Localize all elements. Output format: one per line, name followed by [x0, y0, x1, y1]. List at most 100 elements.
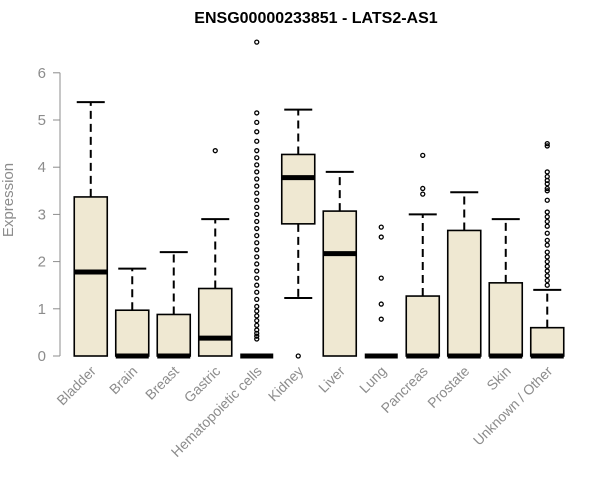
outlier-point — [295, 353, 301, 359]
outlier-point — [544, 254, 550, 260]
outlier-point — [544, 140, 550, 147]
outlier-point — [254, 303, 260, 310]
outlier-point — [254, 247, 260, 253]
x-tick-label: Lung — [356, 363, 389, 396]
outlier-point — [254, 225, 260, 232]
y-tick-label: 6 — [38, 65, 46, 82]
iqr-box — [114, 309, 150, 357]
y-tick-label: 1 — [38, 301, 46, 318]
outlier-point — [544, 230, 550, 236]
outlier-point — [254, 317, 260, 324]
box-prostate — [446, 191, 482, 359]
y-axis-label: Expression — [0, 163, 17, 237]
outlier-point — [254, 138, 260, 144]
outlier-point — [544, 188, 550, 194]
outlier-point — [254, 232, 260, 239]
x-tick-label: Bladder — [53, 363, 99, 409]
outlier-point — [544, 197, 550, 203]
box-unknown-other — [529, 140, 565, 359]
outlier-point — [254, 218, 260, 225]
outlier-point — [254, 155, 260, 161]
y-tick-label: 3 — [38, 206, 46, 223]
iqr-box — [322, 210, 358, 357]
outlier-point — [212, 148, 218, 154]
x-tick-label: Unknown / Other — [470, 363, 556, 449]
x-tick-label: Brain — [106, 363, 140, 397]
outlier-point — [378, 275, 384, 281]
outlier-point — [378, 234, 384, 240]
iqr-box — [280, 153, 316, 225]
outlier-point — [254, 282, 260, 288]
outlier-point — [544, 273, 550, 279]
iqr-box — [488, 282, 524, 357]
outlier-point — [544, 263, 550, 269]
outlier-point — [254, 275, 260, 281]
outlier-point — [254, 190, 260, 196]
outlier-point — [544, 209, 550, 215]
outlier-point — [378, 301, 384, 307]
iqr-box — [197, 287, 233, 357]
box-hematopoietic-cells — [240, 39, 274, 359]
x-tick-label: Breast — [142, 363, 182, 403]
box-pancreas — [405, 152, 441, 359]
box-gastric — [197, 148, 233, 357]
y-axis: 0 1 2 3 4 5 6 — [38, 65, 61, 365]
outlier-point — [544, 177, 550, 184]
iqr-box — [156, 313, 192, 357]
outlier-point — [544, 223, 550, 229]
outlier-point — [420, 152, 426, 159]
outlier-point — [544, 258, 550, 265]
outlier-point — [544, 185, 550, 192]
iqr-box — [446, 229, 482, 357]
outlier-point — [254, 268, 260, 274]
outlier-point — [544, 218, 550, 225]
x-tick-label: Kidney — [265, 363, 307, 405]
box-breast — [156, 251, 192, 359]
outlier-point — [254, 176, 260, 182]
outlier-point — [254, 296, 260, 303]
outlier-point — [420, 185, 426, 192]
y-tick-label: 2 — [38, 254, 46, 271]
outlier-point — [254, 327, 260, 333]
box-skin — [488, 218, 524, 359]
x-tick-label: Prostate — [424, 363, 472, 411]
outlier-point — [254, 254, 260, 260]
outlier-point — [254, 119, 260, 126]
y-tick-label: 5 — [38, 112, 46, 129]
outlier-point — [378, 224, 384, 230]
iqr-box — [73, 196, 109, 357]
outlier-point — [544, 282, 550, 288]
outlier-point — [254, 308, 260, 314]
x-tick-label: Liver — [315, 363, 348, 396]
boxes-group — [73, 39, 565, 359]
outlier-point — [544, 268, 550, 274]
iqr-box — [405, 295, 441, 357]
outlier-point — [254, 148, 260, 154]
outlier-point — [254, 169, 260, 175]
outlier-point — [254, 240, 260, 246]
box-brain — [114, 267, 150, 359]
outlier-point — [544, 143, 550, 149]
outlier-point — [254, 330, 260, 336]
outlier-point — [254, 313, 260, 319]
outlier-point — [254, 336, 260, 342]
outlier-point — [544, 237, 550, 244]
outlier-point — [254, 162, 260, 168]
chart-title: ENSG00000233851 - LATS2-AS1 — [194, 10, 437, 27]
x-tick-label: Skin — [483, 363, 514, 394]
box-liver — [322, 170, 358, 357]
y-tick-label: 0 — [38, 348, 46, 365]
outlier-point — [254, 197, 260, 203]
outlier-point — [254, 129, 260, 135]
outlier-point — [254, 110, 260, 116]
outlier-point — [544, 242, 550, 248]
iqr-box — [529, 326, 565, 357]
outlier-point — [544, 214, 550, 220]
outlier-point — [254, 211, 260, 218]
outlier-point — [420, 191, 426, 197]
outlier-point — [544, 169, 550, 175]
outlier-point — [254, 204, 260, 210]
